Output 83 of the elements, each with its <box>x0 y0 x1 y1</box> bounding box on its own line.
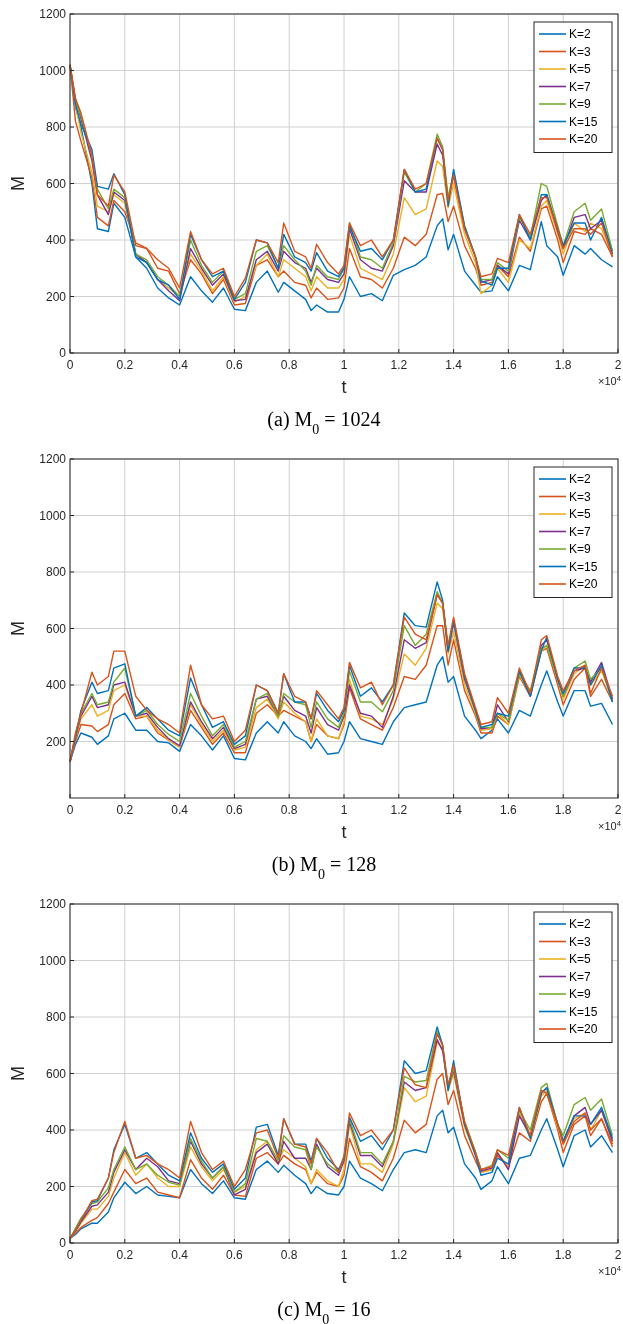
x-tick-label: 0.4 <box>171 358 189 372</box>
text: ×10$^{4}$ <box>598 373 622 387</box>
x-tick-label: 2 <box>614 358 622 372</box>
x-tick-label: 1.6 <box>500 803 518 817</box>
legend-label: K=2 <box>569 27 592 41</box>
legend-label: K=15 <box>569 559 598 574</box>
y-tick-label: 400 <box>45 1123 67 1137</box>
x-tick-label: 1 <box>340 1248 348 1262</box>
y-tick-label: 600 <box>45 176 67 191</box>
y-tick-label: 0 <box>59 346 67 360</box>
legend-label: K=2 <box>569 917 592 931</box>
y-tick-label: 0 <box>59 1236 67 1250</box>
legend-label: K=20 <box>569 132 598 146</box>
legend-label: K=15 <box>569 1004 598 1019</box>
legend-label: K=5 <box>569 62 592 76</box>
text: (c) M$_{0}$ = 16 <box>277 1298 371 1324</box>
legend-label: K=15 <box>569 114 598 129</box>
legend-label: K=7 <box>569 524 592 539</box>
y-tick-label: 200 <box>45 289 67 304</box>
y-axis-title: M <box>8 1066 28 1081</box>
x-tick-label: 1.4 <box>445 1248 463 1262</box>
x-tick-label: 1.8 <box>554 803 572 817</box>
legend-label: K=9 <box>569 97 592 111</box>
text: ×10$^{4}$ <box>598 1263 622 1277</box>
x-axis-title: t <box>341 1267 347 1287</box>
y-tick-label: 600 <box>45 1066 67 1081</box>
x-tick-label: 1.2 <box>390 803 408 817</box>
legend-label: K=7 <box>569 79 592 94</box>
y-tick-label: 1200 <box>39 897 67 911</box>
x-tick-label: 1.4 <box>445 358 463 372</box>
legend-label: K=3 <box>569 489 592 504</box>
legend-label: K=9 <box>569 987 592 1001</box>
x-tick-label: 0.8 <box>280 358 298 372</box>
y-tick-label: 1000 <box>39 63 67 78</box>
y-tick-label: 1200 <box>39 7 67 21</box>
y-axis-title: M <box>8 621 28 636</box>
legend-label: K=5 <box>569 507 592 521</box>
x-tick-label: 1.4 <box>445 803 463 817</box>
legend-label: K=3 <box>569 44 592 59</box>
x-tick-label: 0.2 <box>116 358 134 372</box>
x-tick-label: 0.8 <box>280 1248 298 1262</box>
y-tick-label: 1000 <box>39 508 67 523</box>
x-tick-label: 1.8 <box>554 358 572 372</box>
x-axis-title: t <box>341 822 347 842</box>
text: ×10$^{4}$ <box>598 818 622 832</box>
x-tick-label: 0.8 <box>280 803 298 817</box>
text: (b) M$_{0}$ = 128 <box>271 853 377 882</box>
x-tick-label: 0.6 <box>226 358 244 372</box>
legend-label: K=2 <box>569 472 592 486</box>
x-tick-label: 1.2 <box>390 1248 408 1262</box>
x-tick-label: 1.8 <box>554 1248 572 1262</box>
y-tick-label: 400 <box>45 678 67 692</box>
x-axis-title: t <box>341 377 347 397</box>
y-tick-label: 200 <box>45 1179 67 1194</box>
y-tick-label: 1000 <box>39 953 67 968</box>
y-tick-label: 600 <box>45 621 67 636</box>
x-tick-label: 1 <box>340 803 348 817</box>
x-tick-label: 2 <box>614 1248 622 1262</box>
y-tick-label: 1200 <box>39 452 67 466</box>
y-tick-label: 800 <box>45 1010 67 1024</box>
x-tick-label: 1.6 <box>500 358 518 372</box>
x-tick-label: 1.6 <box>500 1248 518 1262</box>
y-tick-label: 400 <box>45 233 67 247</box>
y-axis-title: M <box>8 176 28 191</box>
x-tick-label: 2 <box>614 803 622 817</box>
legend-label: K=5 <box>569 952 592 966</box>
y-tick-label: 800 <box>45 565 67 579</box>
legend-label: K=9 <box>569 542 592 556</box>
y-tick-label: 200 <box>45 734 67 749</box>
legend-label: K=7 <box>569 969 592 984</box>
text: (a) M$_{0}$ = 1024 <box>267 408 381 437</box>
x-tick-label: 0.6 <box>226 803 244 817</box>
x-tick-label: 1 <box>340 358 348 372</box>
x-tick-label: 0.4 <box>171 1248 189 1262</box>
x-tick-label: 0.2 <box>116 803 134 817</box>
legend-label: K=20 <box>569 1022 598 1036</box>
x-tick-label: 0.6 <box>226 1248 244 1262</box>
x-tick-label: 0.2 <box>116 1248 134 1262</box>
legend-label: K=20 <box>569 577 598 591</box>
x-tick-label: 1.2 <box>390 358 408 372</box>
x-tick-label: 0.4 <box>171 803 189 817</box>
legend-label: K=3 <box>569 934 592 949</box>
y-tick-label: 800 <box>45 120 67 134</box>
